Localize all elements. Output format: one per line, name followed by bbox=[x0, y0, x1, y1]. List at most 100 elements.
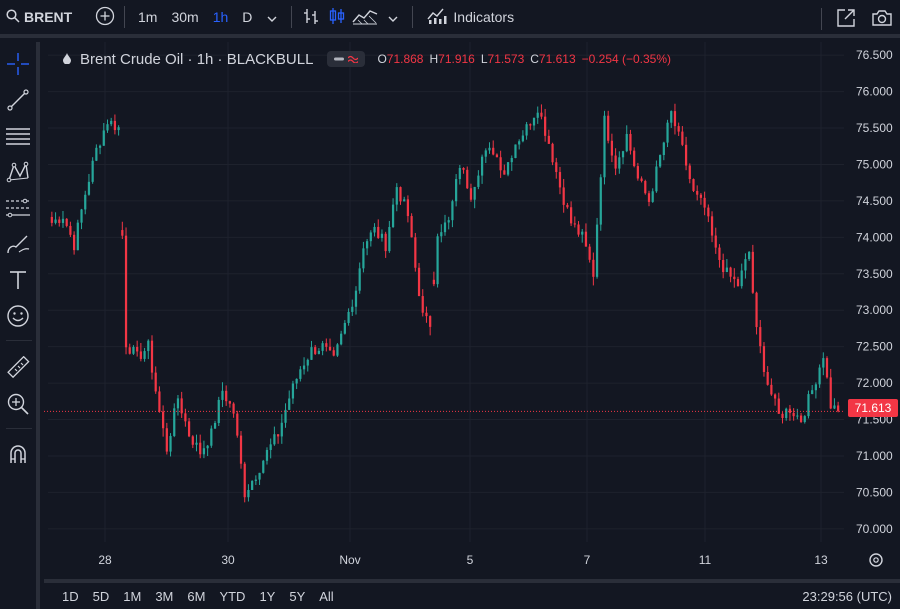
candle-down bbox=[121, 221, 124, 240]
utc-clock[interactable]: 23:29:56 (UTC) bbox=[802, 588, 892, 604]
candle-down bbox=[729, 266, 732, 283]
candle-down bbox=[150, 335, 154, 380]
interval-1m[interactable]: 1m bbox=[138, 9, 158, 25]
range-1y[interactable]: 1Y bbox=[259, 588, 276, 604]
candle-down bbox=[773, 393, 777, 406]
candle-up bbox=[176, 394, 180, 416]
zoom-button[interactable] bbox=[4, 392, 32, 420]
candle-up bbox=[599, 174, 602, 231]
candle-up bbox=[54, 212, 57, 225]
candle-up bbox=[206, 444, 209, 457]
crosshair-button[interactable] bbox=[4, 52, 32, 80]
candle-down bbox=[399, 186, 402, 205]
brush-button[interactable] bbox=[4, 232, 32, 260]
x-tick-label: 11 bbox=[699, 553, 712, 567]
snapshot-button[interactable] bbox=[864, 0, 900, 38]
candle-down bbox=[165, 422, 168, 455]
candle-up bbox=[173, 403, 176, 438]
bar-style-button[interactable] bbox=[298, 0, 324, 36]
fib-button[interactable] bbox=[4, 196, 32, 224]
range-5d[interactable]: 5D bbox=[92, 588, 110, 604]
candle-down bbox=[199, 434, 202, 459]
x-tick-label: Nov bbox=[339, 553, 360, 567]
toolbar-divider bbox=[291, 6, 293, 28]
candle-up bbox=[202, 440, 206, 459]
range-ytd[interactable]: YTD bbox=[219, 588, 246, 604]
candle-down bbox=[180, 391, 183, 418]
legend-toggle-button[interactable] bbox=[327, 51, 366, 67]
close-value: 71.613 bbox=[538, 52, 576, 66]
range-1d[interactable]: 1D bbox=[62, 588, 79, 604]
chart-pane[interactable]: 70.000 70.500 71.000 71.500 72.000 72.500 73.0… bbox=[44, 42, 900, 573]
area-icon bbox=[352, 7, 378, 28]
zoom-icon bbox=[6, 392, 30, 421]
candle-down bbox=[781, 412, 784, 424]
candle-up bbox=[351, 299, 354, 316]
candle-down bbox=[718, 244, 721, 268]
fullscreen-button[interactable] bbox=[828, 0, 864, 38]
candle-up bbox=[473, 186, 476, 209]
interval-1h[interactable]: 1h bbox=[212, 9, 229, 25]
axis-settings-icon[interactable] bbox=[869, 553, 883, 567]
candles-button[interactable] bbox=[324, 0, 350, 36]
y-tick-label: 74.500 bbox=[856, 194, 893, 208]
text-button[interactable] bbox=[4, 268, 32, 296]
interval-d[interactable]: D bbox=[242, 9, 253, 25]
brush-icon bbox=[5, 232, 31, 261]
horizontal-lines-icon bbox=[5, 124, 31, 153]
pattern-button[interactable] bbox=[4, 160, 32, 188]
candle-up bbox=[358, 262, 361, 294]
candle-up bbox=[265, 447, 269, 465]
candle-down bbox=[636, 162, 639, 181]
candle-down bbox=[124, 227, 128, 355]
candle-up bbox=[785, 407, 788, 421]
candle-up bbox=[436, 233, 439, 288]
candle-up bbox=[403, 196, 406, 202]
candle-down bbox=[503, 164, 506, 175]
candle-up bbox=[302, 357, 306, 375]
high-value: 71.916 bbox=[438, 52, 475, 66]
range-1m[interactable]: 1M bbox=[123, 588, 142, 604]
price-axis[interactable]: 70.00070.50071.00071.50072.00072.50073.0… bbox=[856, 48, 893, 536]
candle-down bbox=[677, 122, 680, 136]
wave-icon bbox=[348, 55, 359, 63]
horizontal-lines-button[interactable] bbox=[4, 124, 32, 152]
candle-down bbox=[692, 178, 695, 193]
trend-line-button[interactable] bbox=[4, 88, 32, 116]
trend-line-icon bbox=[6, 88, 30, 117]
candle-up bbox=[662, 141, 665, 161]
chart-type-dropdown[interactable] bbox=[380, 0, 406, 36]
area-button[interactable] bbox=[350, 0, 380, 36]
candle-up bbox=[621, 150, 625, 165]
candle-up bbox=[284, 403, 287, 428]
magnet-button[interactable] bbox=[4, 442, 32, 470]
candle-up bbox=[536, 106, 539, 124]
range-5y[interactable]: 5Y bbox=[289, 588, 306, 604]
intervals-dropdown[interactable] bbox=[259, 0, 285, 36]
y-tick-label: 73.500 bbox=[856, 267, 893, 281]
candle-down bbox=[384, 231, 387, 258]
range-all[interactable]: All bbox=[319, 588, 334, 604]
emoji-button[interactable] bbox=[4, 304, 32, 332]
range-3m[interactable]: 3M bbox=[155, 588, 174, 604]
candle-down bbox=[703, 191, 706, 216]
x-tick-label: 28 bbox=[98, 553, 112, 567]
symbol-search-button[interactable]: BRENT bbox=[0, 0, 92, 36]
candle-down bbox=[544, 108, 547, 142]
candle-up bbox=[343, 320, 346, 335]
x-tick-label: 30 bbox=[221, 553, 235, 567]
interval-30m[interactable]: 30m bbox=[171, 9, 199, 25]
add-symbol-icon bbox=[95, 6, 115, 29]
time-axis[interactable]: 28 30 Nov 5 7 11 13 bbox=[98, 553, 883, 567]
price-chart[interactable]: 70.00070.50071.00071.50072.00072.50073.0… bbox=[44, 42, 900, 573]
add-symbol-button[interactable] bbox=[92, 0, 118, 36]
candle-up bbox=[247, 484, 250, 502]
indicators-button[interactable]: Indicators bbox=[419, 0, 514, 36]
candle-up bbox=[480, 154, 484, 184]
bottom-bar: 1D 5D 1M 3M 6M YTD 1Y 5Y All 23:29:56 (U… bbox=[44, 579, 900, 609]
ruler-button[interactable] bbox=[4, 355, 32, 384]
range-6m[interactable]: 6M bbox=[187, 588, 206, 604]
candle-up bbox=[440, 224, 443, 243]
oil-drop-icon bbox=[62, 51, 72, 68]
candle-down bbox=[688, 163, 691, 184]
